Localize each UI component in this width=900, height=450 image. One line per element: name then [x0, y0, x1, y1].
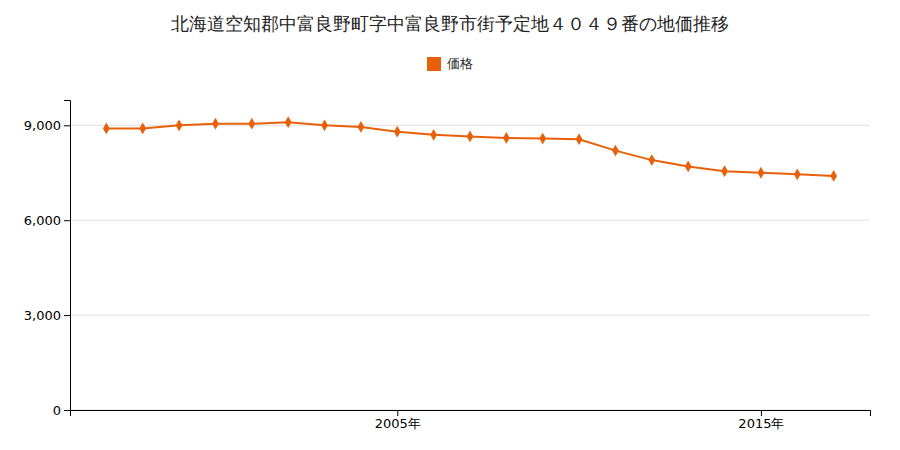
legend-swatch [427, 57, 441, 71]
series-marker [212, 118, 219, 130]
series-marker [248, 118, 255, 130]
x-tick-label: 2015年 [738, 416, 784, 431]
y-tick: 9,000 [24, 118, 70, 133]
plot-area: 2005年 2015年 0 3,000 6,000 9,000 [24, 101, 871, 432]
grid-line-y [70, 220, 870, 221]
series-marker [721, 165, 728, 177]
y-tick: 6,000 [24, 213, 70, 228]
legend-item: 価格 [427, 56, 473, 71]
series-marker [794, 168, 801, 180]
series-marker [685, 161, 692, 173]
series-marker [321, 119, 328, 131]
legend: 価格 [427, 56, 473, 71]
title: 北海道空知郡中富良野町字中富良野市街予定地４０４９番の地価推移 [171, 13, 729, 34]
y-axis-line [64, 101, 71, 411]
series-marker [612, 145, 619, 157]
y-tick-mark [64, 220, 70, 221]
x-tick-label: 2005年 [375, 416, 421, 431]
y-tick: 3,000 [24, 308, 70, 323]
series-marker [648, 154, 655, 166]
y-axis: 0 3,000 6,000 9,000 [24, 101, 71, 418]
x-tick: 2005年 [375, 410, 421, 431]
series-marker [503, 132, 510, 144]
legend-label: 価格 [447, 56, 473, 71]
y-tick: 0 [53, 403, 70, 418]
grid-line-y [70, 315, 870, 316]
x-axis: 2005年 2015年 [71, 410, 871, 431]
series-marker [576, 133, 583, 145]
x-axis-line [71, 411, 871, 417]
series-marker [539, 133, 546, 145]
series-marker [285, 116, 292, 128]
x-tick-mark [761, 410, 762, 416]
y-tick-mark [64, 125, 70, 126]
y-tick-mark [64, 410, 70, 411]
series-marker [394, 126, 401, 138]
y-tick-label: 0 [53, 403, 61, 418]
y-tick-label: 3,000 [24, 308, 61, 323]
marks [103, 116, 837, 182]
x-tick: 2015年 [738, 410, 784, 431]
y-tick-label: 6,000 [24, 213, 61, 228]
x-tick-mark [397, 410, 398, 416]
series-marker [467, 130, 474, 142]
series-marker [758, 167, 765, 179]
series-marker [830, 170, 837, 182]
chart-container: 北海道空知郡中富良野町字中富良野市街予定地４０４９番の地価推移 2005年 2015… [0, 0, 900, 450]
series-marker [176, 119, 183, 131]
chart-svg: 北海道空知郡中富良野町字中富良野市街予定地４０４９番の地価推移 2005年 2015… [0, 0, 900, 450]
series-marker [430, 129, 437, 141]
y-tick-label: 9,000 [24, 118, 61, 133]
series-marker [139, 123, 146, 135]
series-marker [103, 123, 110, 135]
y-tick-mark [64, 315, 70, 316]
series-marker [358, 121, 365, 133]
grid [70, 125, 870, 410]
